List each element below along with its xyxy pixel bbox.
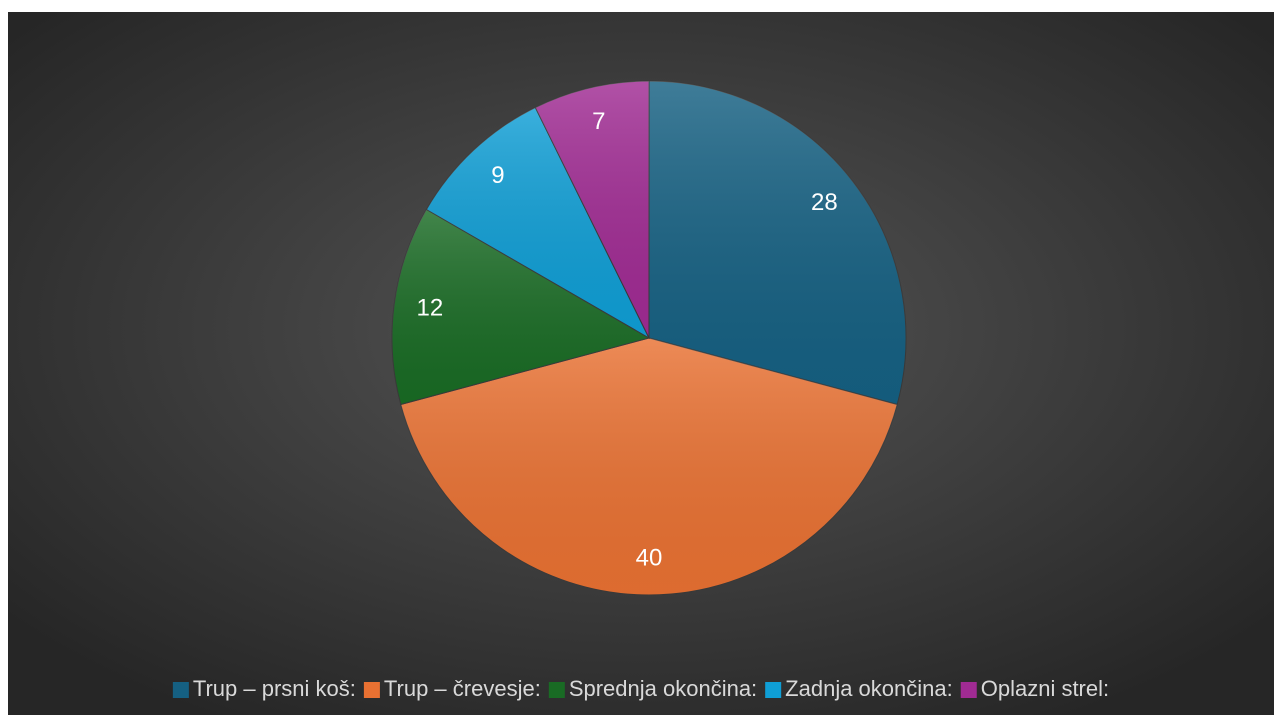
slice-shade xyxy=(392,209,649,405)
data-label: 28 xyxy=(811,189,838,216)
data-label: 7 xyxy=(592,108,605,135)
legend-label: Sprednja okončina: xyxy=(569,676,757,701)
data-label: 12 xyxy=(417,294,444,321)
slice-shade xyxy=(649,81,906,405)
slice-shade xyxy=(400,338,898,595)
legend-label: Trup – črevesje: xyxy=(384,676,541,701)
legend-swatch xyxy=(363,682,380,698)
legend-swatch xyxy=(172,682,189,698)
legend-swatch xyxy=(548,682,565,698)
data-label: 9 xyxy=(491,162,504,189)
slice-shade xyxy=(426,107,649,338)
legend-label: Trup – prsni koš: xyxy=(193,676,356,701)
slice-shade xyxy=(535,81,649,338)
data-label: 40 xyxy=(636,544,663,571)
legend-swatch xyxy=(960,682,977,698)
legend-swatch xyxy=(765,682,782,698)
legend-label: Zadnja okončina: xyxy=(785,676,953,701)
legend-label: Oplazni strel: xyxy=(981,676,1109,701)
